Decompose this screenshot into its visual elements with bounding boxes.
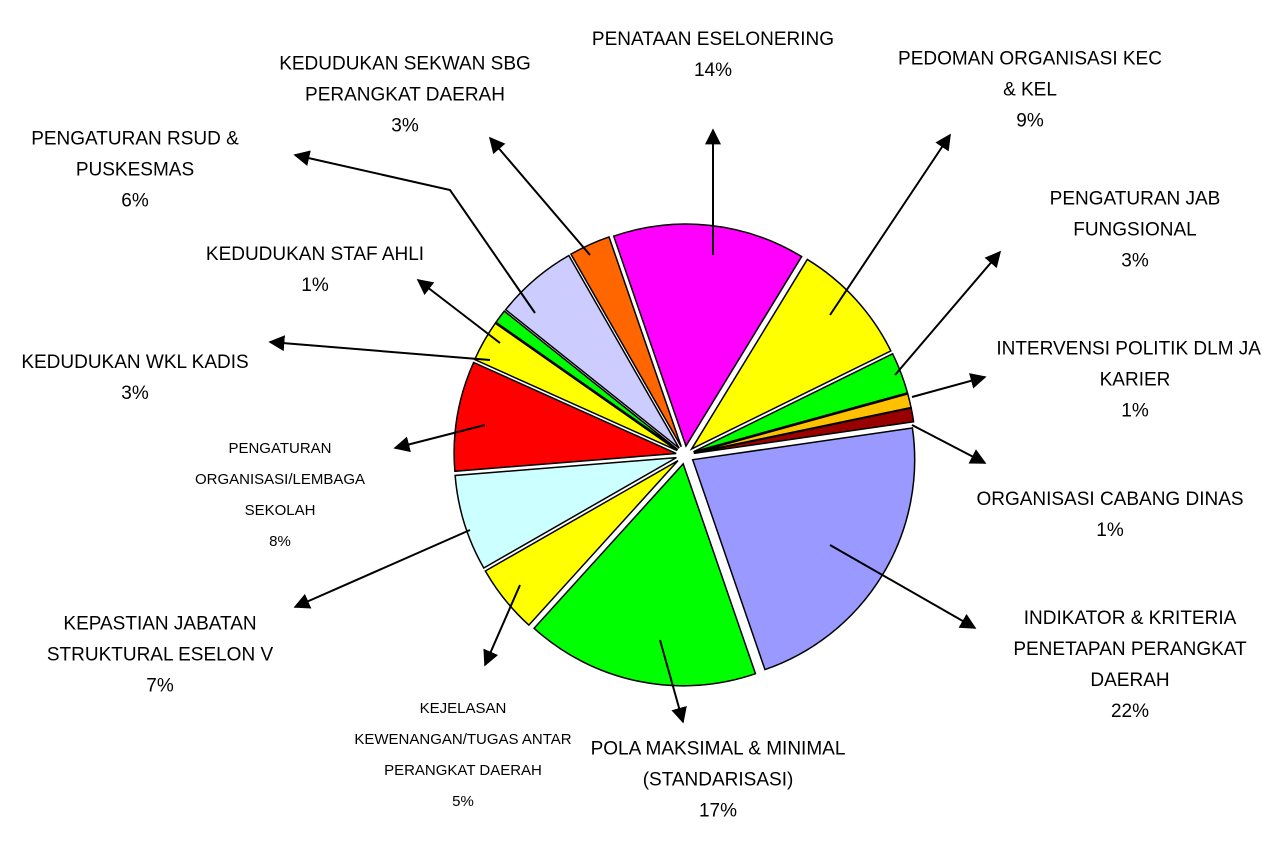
pie-slice <box>569 235 682 448</box>
pie-slice <box>484 459 679 627</box>
percent-label: 1% <box>301 275 329 296</box>
slice-label: PEDOMAN ORGANISASI KEC & KEL 9% <box>890 44 1170 137</box>
percent-label: 17% <box>698 800 738 822</box>
category-name: PENGATURAN ORGANISASI/LEMBAGA SEKOLAH <box>194 440 366 519</box>
slice-label: INDIKATOR & KRITERIA PENETAPAN PERANGKAT… <box>990 603 1262 727</box>
leader-arrow <box>483 584 521 667</box>
leader-arrow <box>293 529 471 609</box>
pie-slice <box>612 223 803 448</box>
percent-label: 8% <box>269 533 291 550</box>
category-name: KEPASTIAN JABATAN STRUKTURAL ESELON V <box>46 613 274 666</box>
category-name: PENGATURAN JAB FUNGSIONAL <box>1049 188 1221 241</box>
slice-label: KEDUDUKAN WKL KADIS 3% <box>0 347 275 409</box>
category-name: POLA MAKSIMAL & MINIMAL (STANDARISASI) <box>590 738 846 791</box>
category-name: KEJELASAN KEWENANGAN/TUGAS ANTAR PERANGK… <box>354 700 572 779</box>
leader-arrow <box>393 424 486 453</box>
leader-arrow <box>268 335 491 361</box>
slice-label: PENGATURAN RSUD & PUSKESMAS 6% <box>0 124 275 217</box>
percent-label: 5% <box>452 793 474 810</box>
percent-label: 3% <box>391 115 419 137</box>
leader-arrow <box>488 136 591 256</box>
category-name: INTERVENSI POLITIK DLM JAB KARIER <box>996 338 1262 391</box>
percent-label: 3% <box>1121 250 1149 272</box>
percent-label: 14% <box>693 60 733 81</box>
percent-label: 7% <box>146 675 174 697</box>
category-name: KEDUDUKAN WKL KADIS <box>21 352 249 373</box>
category-name: INDIKATOR & KRITERIA PENETAPAN PERANGKAT… <box>1013 608 1247 691</box>
leader-arrow <box>911 424 987 464</box>
pie-slice <box>689 258 892 451</box>
category-name: PEDOMAN ORGANISASI KEC & KEL <box>898 48 1162 101</box>
slice-label: KEPASTIAN JABATAN STRUKTURAL ESELON V 7% <box>20 609 300 702</box>
pie-slice <box>494 310 679 451</box>
slice-label: INTERVENSI POLITIK DLM JAB KARIER 1% <box>995 334 1262 427</box>
category-name: ORGANISASI CABANG DINAS <box>976 489 1244 510</box>
slice-label: KEDUDUKAN STAF AHLI 1% <box>175 239 455 301</box>
pie-slice <box>454 456 677 570</box>
percent-label: 1% <box>1121 400 1149 422</box>
pie-slice <box>533 462 757 687</box>
slice-label: PENATAAN ESELONERING 14% <box>573 24 853 86</box>
slice-label: POLA MAKSIMAL & MINIMAL (STANDARISASI) 17… <box>578 734 858 827</box>
leader-arrow <box>911 373 987 398</box>
pie-slice <box>504 254 680 449</box>
category-name: KEDUDUKAN SEKWAN SBG PERANGKAT DAERAH <box>279 53 531 106</box>
slice-label: PENGATURAN JAB FUNGSIONAL 3% <box>995 184 1262 277</box>
leader-arrow <box>416 279 501 344</box>
percent-label: 9% <box>1016 110 1044 132</box>
slice-label: KEDUDUKAN SEKWAN SBG PERANGKAT DAERAH 3% <box>265 49 545 142</box>
pie-slice <box>693 352 909 453</box>
slice-label: ORGANISASI CABANG DINAS 1% <box>970 484 1250 546</box>
pie-slice <box>453 361 677 473</box>
slice-label: KEJELASAN KEWENANGAN/TUGAS ANTAR PERANGK… <box>343 693 583 817</box>
leader-arrow <box>829 544 977 629</box>
percent-label: 6% <box>121 190 149 212</box>
percent-label: 1% <box>1096 520 1124 541</box>
leader-arrow <box>894 250 1002 376</box>
category-name: PENGATURAN RSUD & PUSKESMAS <box>31 128 239 181</box>
percent-label: 3% <box>121 383 149 404</box>
slice-label: PENGATURAN ORGANISASI/LEMBAGA SEKOLAH 8% <box>160 433 400 557</box>
leader-arrow <box>293 150 536 314</box>
percent-label: 22% <box>1110 701 1150 722</box>
pie-slice <box>693 407 915 455</box>
category-name: KEDUDUKAN STAF AHLI <box>205 244 425 265</box>
leader-arrow <box>829 133 951 316</box>
category-name: PENATAAN ESELONERING <box>591 29 835 50</box>
leader-arrow <box>659 639 687 724</box>
